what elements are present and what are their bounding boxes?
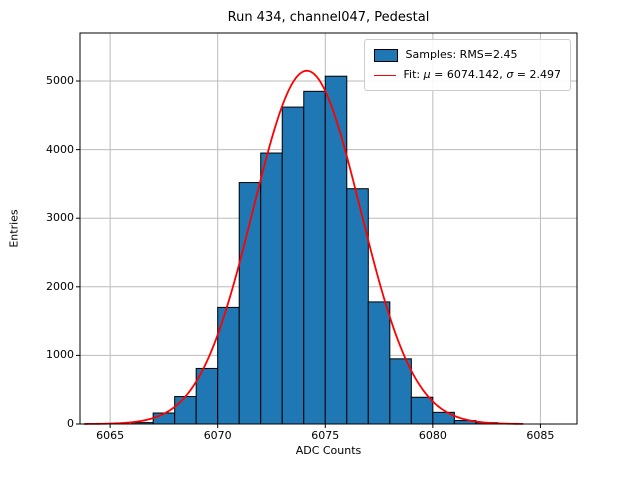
y-tick-label: 5000 — [46, 74, 74, 88]
ticks-layer — [76, 80, 541, 428]
x-tick-label: 6065 — [96, 429, 125, 442]
y-tick-label: 3000 — [46, 211, 74, 225]
y-tick-label: 2000 — [46, 279, 74, 293]
fit-label-prefix: Fit: — [403, 68, 424, 81]
legend-samples-label: Samples: RMS=2.45 — [405, 48, 518, 61]
fit-curve-layer — [84, 69, 524, 425]
x-tick-label: 6070 — [203, 429, 232, 442]
fit-label-sigma-symbol: σ — [506, 68, 514, 81]
histogram-bars-layer — [131, 75, 498, 425]
legend-entry-fit: Fit: μ = 6074.142, σ = 2.497 — [373, 65, 562, 85]
histogram-bar — [260, 152, 283, 425]
histogram-bar — [303, 90, 326, 425]
x-tick-label: 6075 — [311, 429, 340, 442]
y-tick-label: 0 — [67, 417, 74, 430]
legend-entry-samples: Samples: RMS=2.45 — [373, 45, 562, 65]
histogram-bar — [367, 301, 391, 425]
legend: Samples: RMS=2.45 Fit: μ = 6074.142, σ =… — [363, 39, 571, 91]
axes-frame — [79, 32, 578, 425]
x-tick-label: 6080 — [418, 429, 447, 442]
chart-title: Run 434, channel047, Pedestal — [227, 10, 430, 25]
legend-fit-label: Fit: μ = 6074.142, σ = 2.497 — [404, 65, 562, 85]
fit-label-mu-symbol: μ — [423, 68, 431, 81]
y-axis-label: Entries — [7, 209, 21, 248]
axes-frame-layer — [79, 32, 578, 425]
y-tick-label: 4000 — [46, 142, 74, 156]
histogram-bar — [410, 396, 434, 425]
fit-line-swatch-icon — [373, 74, 396, 76]
histogram-bar — [389, 358, 412, 425]
histogram-bar — [281, 106, 305, 425]
histogram-bar — [324, 75, 348, 425]
histogram-bar — [346, 188, 369, 425]
fit-label-sigma-value: = 2.497 — [513, 68, 561, 81]
fit-label-mu-value: = 6074.142, — [430, 68, 507, 81]
samples-swatch-icon — [373, 48, 398, 62]
fit-curve — [84, 69, 524, 425]
x-axis-label: ADC Counts — [295, 444, 362, 457]
y-tick-label: 1000 — [46, 348, 74, 362]
histogram-bar — [174, 396, 197, 425]
x-tick-label: 6085 — [526, 429, 555, 442]
